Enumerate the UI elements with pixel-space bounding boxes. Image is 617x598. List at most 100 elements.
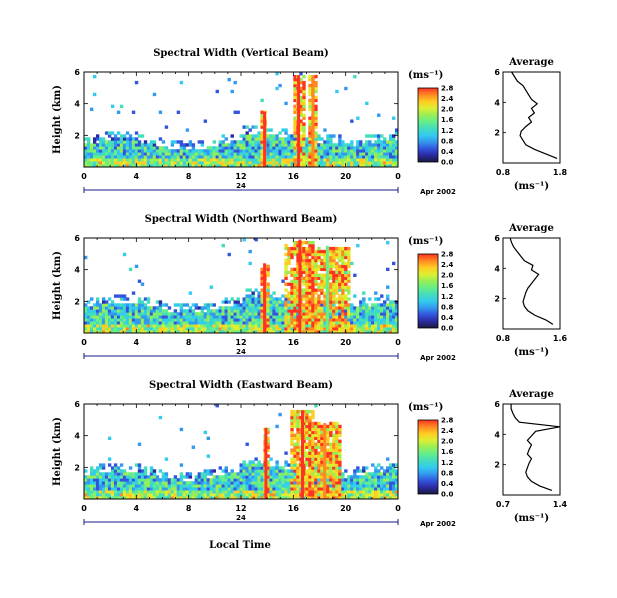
colorbar-tick-label: 2.4 [441, 261, 454, 269]
profile-y-tick: 4 [494, 264, 500, 273]
heatmap-cells [84, 404, 399, 500]
y-axis-label: Height (km) [52, 251, 63, 320]
profile-x-tick: 0.7 [496, 500, 510, 509]
x-tick-label: 16 [288, 172, 300, 181]
profile-y-tick: 2 [494, 461, 500, 470]
x-tick-label: 4 [134, 504, 140, 513]
x-tick-label: 0 [395, 172, 401, 181]
colorbar-tick-label: 2.8 [441, 85, 454, 93]
feature-streak-1 [301, 410, 304, 499]
colorbar-tick-label: 1.6 [441, 282, 454, 290]
colorbar-tick-label: 2.0 [441, 438, 454, 446]
profile-x-label: (ms⁻¹) [514, 181, 549, 192]
colorbar-tick-label: 1.2 [441, 293, 454, 301]
x-tick-label: 20 [340, 172, 352, 181]
y-tick-label: 2 [74, 463, 80, 472]
profile-y-tick: 2 [494, 295, 500, 304]
feature-streak-0 [263, 263, 267, 333]
x-tick-label: 0 [81, 338, 87, 347]
feature-streak-0 [263, 111, 267, 167]
colorbar-tick-label: 0.8 [441, 469, 454, 477]
profile-x-tick: 0.8 [496, 168, 511, 177]
date-label: Apr 2002 [420, 188, 456, 196]
feature-streak-0 [264, 427, 268, 500]
profile-y-tick: 6 [494, 234, 500, 243]
x-tick-label: 8 [186, 504, 192, 513]
panel-1: Spectral Width (Northward Beam)0 4 8 12 16 20… [52, 214, 568, 362]
y-axis-label: Height (km) [52, 417, 63, 486]
profile-line [509, 237, 554, 325]
heatmap-cells [84, 238, 399, 334]
colorbar-unit: (ms⁻¹) [408, 70, 443, 81]
colorbar-tick-label: 0.0 [441, 325, 454, 333]
panel-0: Spectral Width (Vertical Beam)0 4 8 12 16 20 0… [52, 48, 568, 196]
colorbar-tick-label: 1.6 [441, 448, 454, 456]
x-tick-label: 16 [288, 338, 300, 347]
colorbar-tick-label: 0.4 [441, 314, 454, 322]
colorbar-unit: (ms⁻¹) [408, 402, 443, 413]
colorbar-tick-label: 0.0 [441, 491, 454, 499]
y-tick-label: 2 [74, 297, 80, 306]
y-tick-label: 6 [74, 400, 80, 409]
profile-x-tick: 1.6 [553, 334, 568, 343]
colorbar-tick-label: 0.0 [441, 159, 454, 167]
feature-streak-1 [297, 75, 301, 167]
profile-line [511, 71, 558, 159]
colorbar [417, 419, 439, 495]
date-label: Apr 2002 [420, 520, 456, 528]
date-day-label: 24 [236, 182, 246, 190]
colorbar-tick-label: 2.0 [441, 272, 454, 280]
y-tick-label: 4 [74, 266, 80, 275]
colorbar-tick-label: 1.6 [441, 116, 454, 124]
feature-streak-2 [323, 423, 327, 499]
x-axis-label: Local Time [209, 540, 271, 551]
feature-streak-2 [311, 75, 315, 167]
profile-y-tick: 6 [494, 400, 500, 409]
y-tick-label: 4 [74, 100, 80, 109]
profile-y-tick: 4 [494, 98, 500, 107]
y-tick-label: 2 [74, 131, 80, 140]
x-tick-label: 12 [235, 172, 246, 181]
panel-title: Spectral Width (Eastward Beam) [149, 380, 333, 391]
y-tick-label: 6 [74, 234, 80, 243]
date-day-label: 24 [236, 514, 246, 522]
profile-title: Average [508, 223, 554, 234]
profile-y-tick: 2 [494, 129, 500, 138]
profile-x-label: (ms⁻¹) [514, 513, 549, 524]
profile-title: Average [508, 57, 554, 68]
x-tick-label: 4 [134, 338, 140, 347]
x-tick-label: 0 [395, 504, 401, 513]
x-tick-label: 20 [340, 504, 352, 513]
colorbar-unit: (ms⁻¹) [408, 236, 443, 247]
colorbar-tick-label: 2.8 [441, 417, 454, 425]
y-tick-label: 4 [74, 432, 80, 441]
colorbar [417, 87, 439, 163]
x-tick-label: 16 [288, 504, 300, 513]
colorbar-tick-label: 0.8 [441, 303, 454, 311]
x-tick-label: 12 [235, 504, 246, 513]
x-tick-label: 0 [81, 504, 87, 513]
colorbar-tick-label: 0.4 [441, 480, 454, 488]
x-tick-label: 12 [235, 338, 246, 347]
x-tick-label: 8 [186, 172, 192, 181]
colorbar-tick-label: 1.2 [441, 127, 454, 135]
x-tick-label: 20 [340, 338, 352, 347]
profile-x-tick: 1.4 [553, 500, 568, 509]
colorbar-tick-label: 2.4 [441, 95, 454, 103]
profile-frame [502, 403, 561, 496]
x-tick-label: 4 [134, 172, 140, 181]
feature-streak-1 [298, 239, 302, 333]
colorbar-tick-label: 2.8 [441, 251, 454, 259]
x-tick-label: 8 [186, 338, 192, 347]
profile-y-tick: 4 [494, 430, 500, 439]
colorbar-tick-label: 2.4 [441, 427, 454, 435]
colorbar-tick-label: 0.4 [441, 148, 454, 156]
profile-frame [502, 237, 561, 330]
colorbar-tick-label: 2.0 [441, 106, 454, 114]
x-tick-label: 0 [395, 338, 401, 347]
y-axis-label: Height (km) [52, 85, 63, 154]
heatmap-cells [84, 72, 399, 168]
profile-y-tick: 6 [494, 68, 500, 77]
y-tick-label: 6 [74, 68, 80, 77]
